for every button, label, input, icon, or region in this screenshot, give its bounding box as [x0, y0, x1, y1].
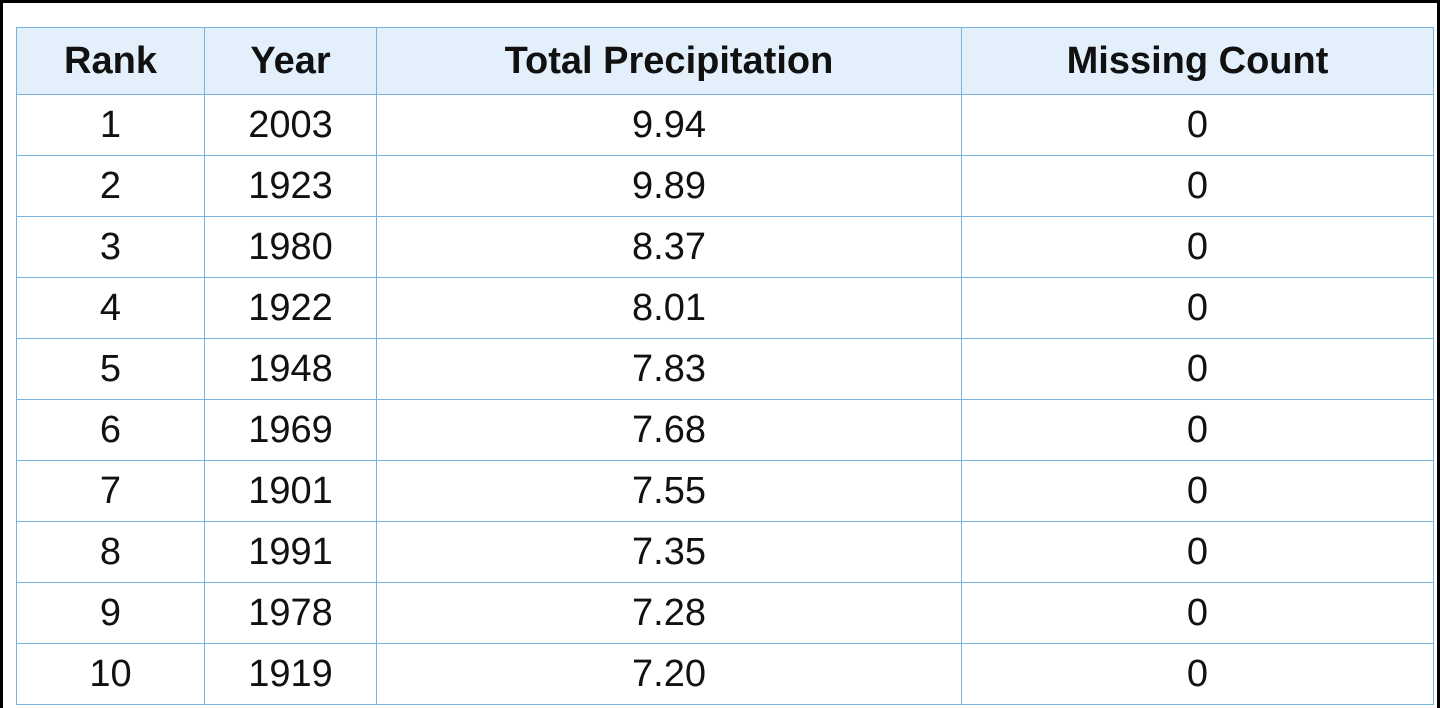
total-precipitation-cell: 7.20 [376, 643, 962, 705]
missing-count-cell: 0 [961, 643, 1434, 705]
table-row: 7 1901 7.55 0 [16, 460, 1434, 522]
precipitation-ranking-table: Rank Year Total Precipitation Missing Co… [16, 27, 1434, 705]
rank-cell: 1 [16, 94, 205, 156]
missing-count-cell: 0 [961, 582, 1434, 644]
total-precipitation-cell: 9.89 [376, 155, 962, 217]
rank-cell: 9 [16, 582, 205, 644]
total-precipitation-cell: 7.55 [376, 460, 962, 522]
rank-cell: 7 [16, 460, 205, 522]
table-row: 9 1978 7.28 0 [16, 582, 1434, 644]
total-precipitation-cell: 8.01 [376, 277, 962, 339]
missing-count-cell: 0 [961, 460, 1434, 522]
table-row: 2 1923 9.89 0 [16, 155, 1434, 217]
year-cell: 1980 [204, 216, 377, 278]
year-cell: 1991 [204, 521, 377, 583]
missing-count-cell: 0 [961, 155, 1434, 217]
year-cell: 1923 [204, 155, 377, 217]
rank-cell: 4 [16, 277, 205, 339]
table-row: 5 1948 7.83 0 [16, 338, 1434, 400]
table-row: 3 1980 8.37 0 [16, 216, 1434, 278]
year-cell: 1919 [204, 643, 377, 705]
year-cell: 1922 [204, 277, 377, 339]
year-cell: 2003 [204, 94, 377, 156]
rank-cell: 2 [16, 155, 205, 217]
table-row: 4 1922 8.01 0 [16, 277, 1434, 339]
header-row: Rank Year Total Precipitation Missing Co… [16, 27, 1434, 95]
year-cell: 1948 [204, 338, 377, 400]
column-header-year[interactable]: Year [204, 27, 377, 95]
rank-cell: 3 [16, 216, 205, 278]
column-header-total-precipitation[interactable]: Total Precipitation [376, 27, 962, 95]
total-precipitation-cell: 7.35 [376, 521, 962, 583]
rank-cell: 5 [16, 338, 205, 400]
total-precipitation-cell: 7.83 [376, 338, 962, 400]
year-cell: 1978 [204, 582, 377, 644]
column-header-missing-count[interactable]: Missing Count [961, 27, 1434, 95]
total-precipitation-cell: 8.37 [376, 216, 962, 278]
year-cell: 1969 [204, 399, 377, 461]
rank-cell: 10 [16, 643, 205, 705]
total-precipitation-cell: 9.94 [376, 94, 962, 156]
missing-count-cell: 0 [961, 338, 1434, 400]
missing-count-cell: 0 [961, 521, 1434, 583]
year-cell: 1901 [204, 460, 377, 522]
missing-count-cell: 0 [961, 94, 1434, 156]
table-row: 6 1969 7.68 0 [16, 399, 1434, 461]
table-row: 8 1991 7.35 0 [16, 521, 1434, 583]
missing-count-cell: 0 [961, 399, 1434, 461]
rank-cell: 8 [16, 521, 205, 583]
table-row: 10 1919 7.20 0 [16, 643, 1434, 705]
missing-count-cell: 0 [961, 216, 1434, 278]
column-header-rank[interactable]: Rank [16, 27, 205, 95]
missing-count-cell: 0 [961, 277, 1434, 339]
table-row: 1 2003 9.94 0 [16, 94, 1434, 156]
total-precipitation-cell: 7.28 [376, 582, 962, 644]
total-precipitation-cell: 7.68 [376, 399, 962, 461]
rank-cell: 6 [16, 399, 205, 461]
